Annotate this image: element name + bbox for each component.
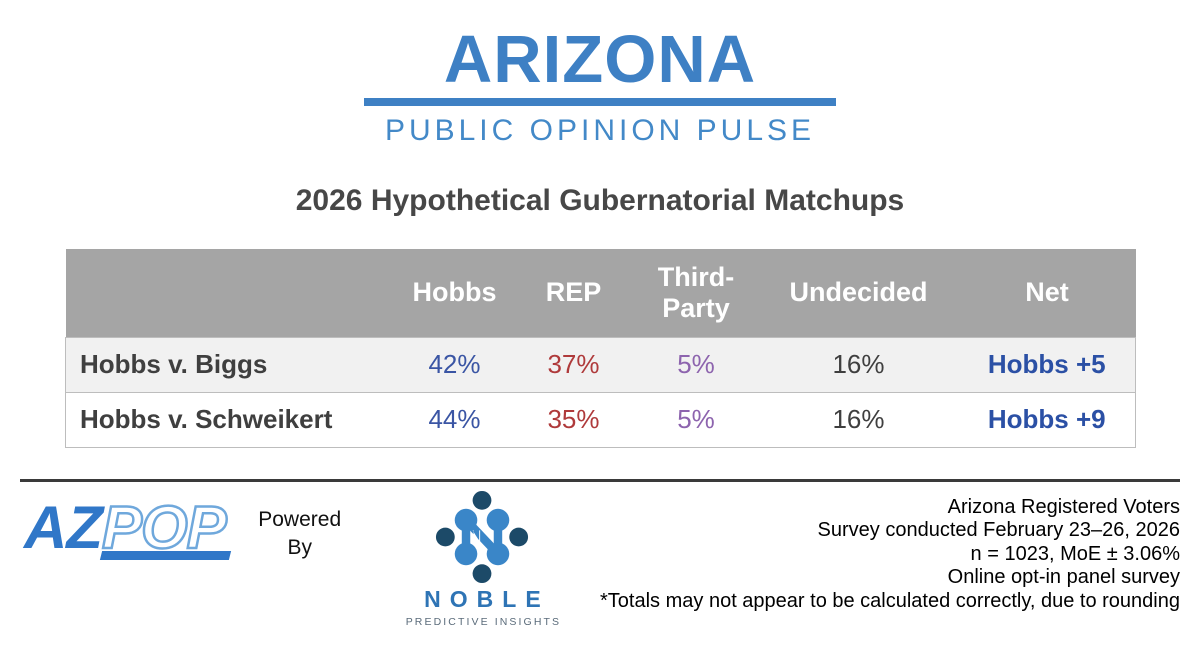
third-party-value: 5% xyxy=(677,404,715,434)
arizona-pop-logo: ARIZONA PUBLIC OPINION PULSE xyxy=(360,26,840,148)
matchup-label: Hobbs v. Schweikert xyxy=(80,404,333,434)
footer: AZPOP Powered By NOBLE PREDICTIVE INSIGH… xyxy=(0,482,1200,628)
rep-value: 37% xyxy=(547,349,600,379)
noble-logo-tagline: PREDICTIVE INSIGHTS xyxy=(405,615,562,628)
arizona-logo-subtitle: PUBLIC OPINION PULSE xyxy=(384,114,816,147)
column-header-matchup xyxy=(65,249,396,337)
noble-logo: NOBLE PREDICTIVE INSIGHTS xyxy=(404,490,561,628)
footer-divider xyxy=(20,478,1180,482)
survey-note-method: Online opt-in panel survey xyxy=(947,566,1180,589)
net-value: Hobbs +5 xyxy=(987,349,1106,379)
survey-note-population: Arizona Registered Voters xyxy=(947,495,1180,518)
azpop-logo: AZPOP xyxy=(24,496,231,560)
survey-note-rounding: *Totals may not appear to be calculated … xyxy=(600,589,1180,612)
third-party-value: 5% xyxy=(677,349,715,379)
network-nodes-icon xyxy=(436,490,529,583)
hobbs-value: 44% xyxy=(428,404,481,434)
column-header-third-party: Third-Party xyxy=(633,249,759,337)
azpop-logo-underline xyxy=(99,550,231,560)
poll-results-table: Hobbs REP Third-Party Undecided Net Hobb… xyxy=(65,249,1136,448)
arizona-logo-underline xyxy=(364,98,836,106)
arizona-logo-title: ARIZONA xyxy=(443,22,757,97)
table-header-row: Hobbs REP Third-Party Undecided Net xyxy=(65,249,1136,337)
column-header-undecided: Undecided xyxy=(758,249,959,337)
survey-note-sample: n = 1023, MoE ± 3.06% xyxy=(970,542,1180,565)
column-header-hobbs: Hobbs xyxy=(395,249,514,337)
survey-note-dates: Survey conducted February 23–26, 2026 xyxy=(817,519,1180,542)
rep-value: 35% xyxy=(547,404,600,434)
table-row: Hobbs v. Schweikert 44% 35% 5% 16% Hobbs… xyxy=(65,392,1136,447)
survey-notes: Arizona Registered Voters Survey conduct… xyxy=(600,490,1180,614)
azpop-logo-az: AZ xyxy=(24,493,103,561)
column-header-rep: REP xyxy=(513,249,634,337)
undecided-value: 16% xyxy=(832,349,885,379)
powered-by-label: Powered By xyxy=(258,507,342,559)
matchup-label: Hobbs v. Biggs xyxy=(80,349,268,379)
page-title: 2026 Hypothetical Gubernatorial Matchups xyxy=(295,184,905,217)
net-value: Hobbs +9 xyxy=(987,404,1106,434)
azpop-logo-pop: POP xyxy=(101,493,228,561)
table-row: Hobbs v. Biggs 42% 37% 5% 16% Hobbs +5 xyxy=(65,337,1136,392)
hobbs-value: 42% xyxy=(428,349,481,379)
undecided-value: 16% xyxy=(832,404,885,434)
column-header-net: Net xyxy=(958,249,1136,337)
noble-logo-name: NOBLE xyxy=(424,585,550,612)
poll-results-table-wrap: Hobbs REP Third-Party Undecided Net Hobb… xyxy=(65,249,1136,448)
